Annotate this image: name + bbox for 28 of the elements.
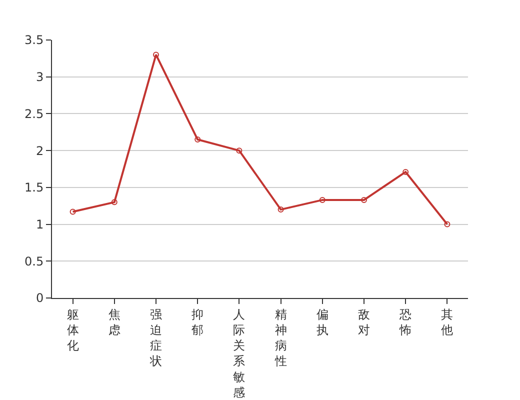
x-tick-label: 人际关系敏感 xyxy=(233,307,246,400)
point xyxy=(153,52,159,58)
point xyxy=(111,199,118,206)
point xyxy=(70,208,76,215)
x-tick-label: 精神病性 xyxy=(274,307,287,368)
point xyxy=(361,196,367,203)
y-tick-label: 3.5 xyxy=(24,33,44,48)
y-tick-label: 1 xyxy=(36,217,44,232)
x-tick-label: 强迫症状 xyxy=(149,307,162,368)
x-tick-label: 抑郁 xyxy=(192,307,204,337)
y-tick-label: 2.5 xyxy=(24,106,44,121)
point xyxy=(444,221,450,228)
y-tick-label: 3 xyxy=(36,70,44,84)
point xyxy=(278,206,284,213)
x-tick-label: 躯体化 xyxy=(66,307,79,353)
x-tick-label: 其他 xyxy=(441,307,454,337)
x-tick-label: 恐怖 xyxy=(398,307,412,337)
x-tick-label: 敌对 xyxy=(358,307,370,337)
y-tick-label: 2 xyxy=(36,144,44,158)
y-tick-label: 1.5 xyxy=(24,180,44,195)
point xyxy=(194,136,201,143)
y-tick-label: 0 xyxy=(36,291,44,306)
x-tick-label: 偏执 xyxy=(316,307,328,337)
point xyxy=(402,168,409,175)
point xyxy=(236,148,242,154)
x-tick-label: 焦虑 xyxy=(108,307,120,337)
point xyxy=(319,196,326,203)
y-tick-label: 0.5 xyxy=(24,254,44,268)
